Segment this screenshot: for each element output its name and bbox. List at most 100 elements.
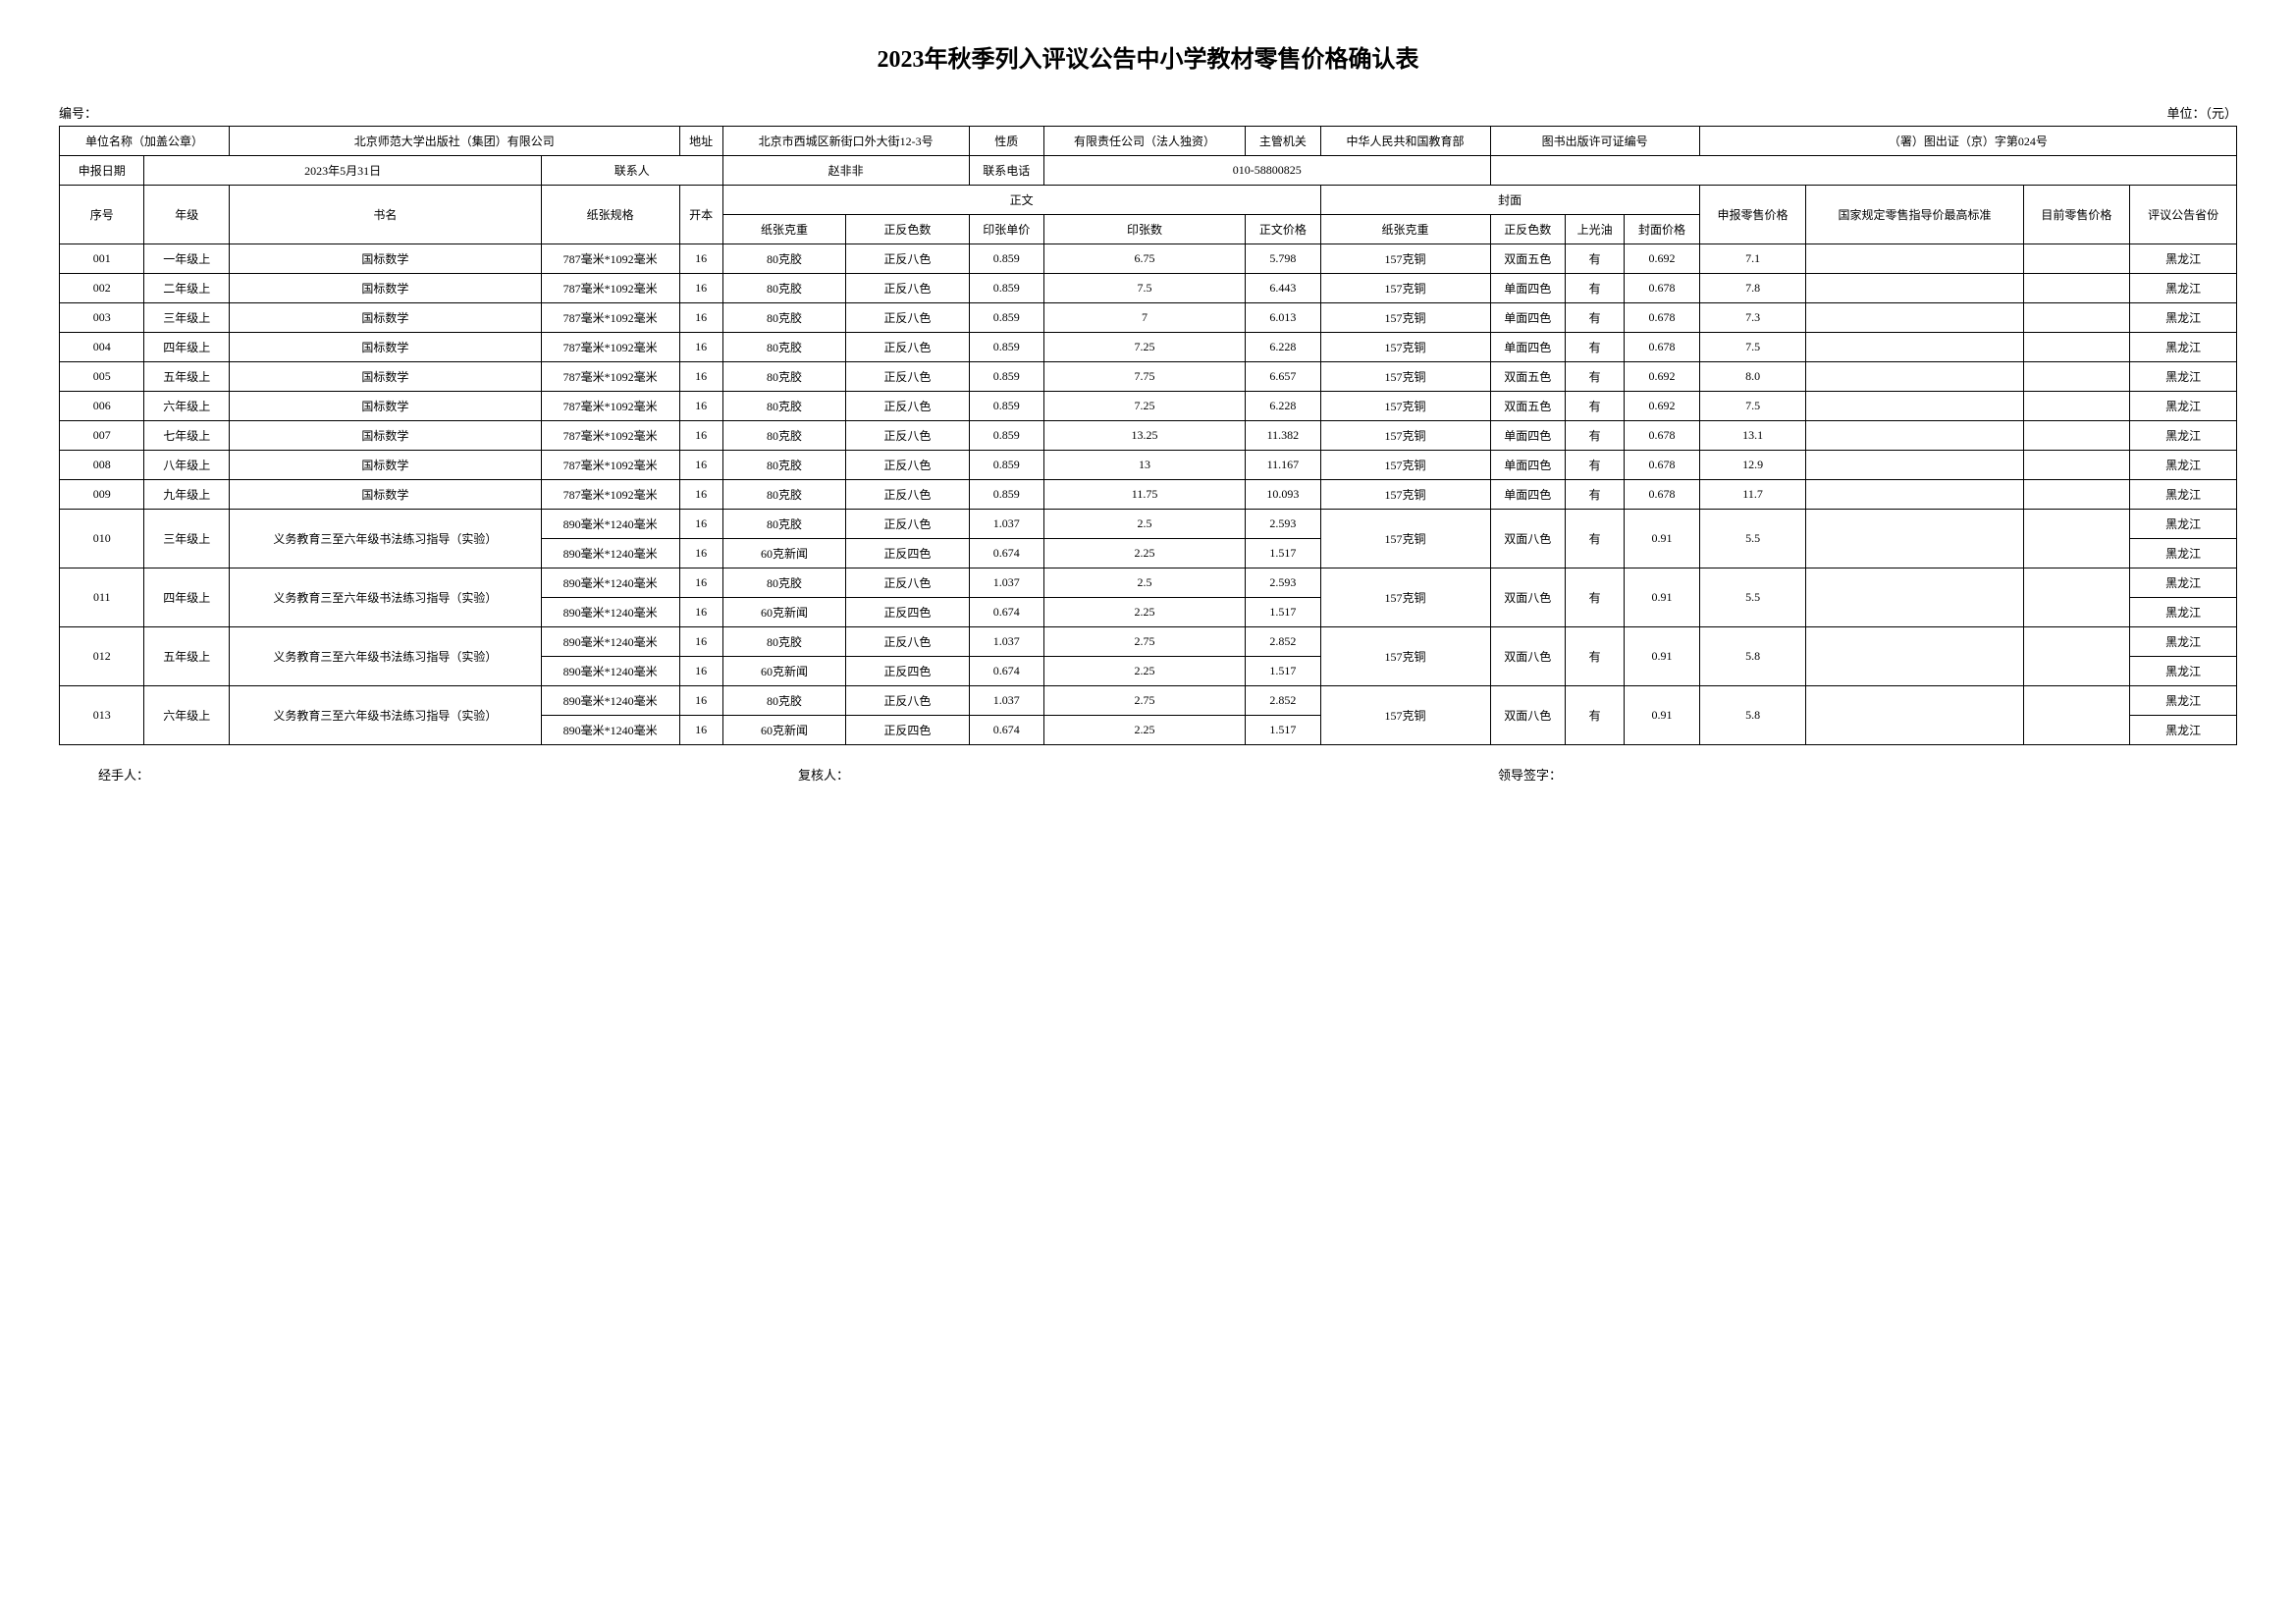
cell-count: 2.25 xyxy=(1043,539,1245,568)
cell-unit: 0.859 xyxy=(969,244,1043,274)
cell-prov: 黑龙江 xyxy=(2130,598,2237,627)
cell-spec: 890毫米*1240毫米 xyxy=(541,539,679,568)
cell-price: 2.852 xyxy=(1246,686,1320,716)
cell-glaze: 有 xyxy=(1565,274,1624,303)
cell-cp: 0.678 xyxy=(1625,421,1699,451)
cell-color: 正反四色 xyxy=(846,539,969,568)
cell-rp: 5.8 xyxy=(1699,627,1806,686)
cell-cc: 双面八色 xyxy=(1490,510,1565,568)
cell-cw: 157克铜 xyxy=(1320,568,1490,627)
cell-unit: 1.037 xyxy=(969,627,1043,657)
cell-weight: 80克胶 xyxy=(722,392,845,421)
cell-rp: 12.9 xyxy=(1699,451,1806,480)
cell-prov: 黑龙江 xyxy=(2130,362,2237,392)
table-row: 003三年级上国标数学787毫米*1092毫米1680克胶正反八色0.85976… xyxy=(60,303,2237,333)
cell-price: 10.093 xyxy=(1246,480,1320,510)
cell-price: 2.593 xyxy=(1246,568,1320,598)
cell-rp: 5.5 xyxy=(1699,510,1806,568)
cell-unit: 0.674 xyxy=(969,716,1043,745)
serial-label: 编号： xyxy=(59,103,97,122)
cell-seq: 011 xyxy=(60,568,144,627)
col-color-count: 正反色数 xyxy=(846,215,969,244)
cell-grade: 九年级上 xyxy=(144,480,230,510)
cell-count: 11.75 xyxy=(1043,480,1245,510)
cell-cc: 双面五色 xyxy=(1490,392,1565,421)
cell-cc: 单面四色 xyxy=(1490,333,1565,362)
col-sheet-price: 印张单价 xyxy=(969,215,1043,244)
cell-spec: 787毫米*1092毫米 xyxy=(541,421,679,451)
cell-prov: 黑龙江 xyxy=(2130,451,2237,480)
cell-cur xyxy=(2023,627,2130,686)
cell-spec: 890毫米*1240毫米 xyxy=(541,716,679,745)
cell-max xyxy=(1806,480,2023,510)
org-value: 北京师范大学出版社（集团）有限公司 xyxy=(229,127,679,156)
reviewer-label: 复核人： xyxy=(798,765,1498,784)
cell-cc: 单面四色 xyxy=(1490,451,1565,480)
cell-format: 16 xyxy=(679,539,722,568)
cell-unit: 0.859 xyxy=(969,333,1043,362)
cell-count: 7 xyxy=(1043,303,1245,333)
cell-max xyxy=(1806,421,2023,451)
cell-grade: 四年级上 xyxy=(144,333,230,362)
cell-rp: 7.5 xyxy=(1699,392,1806,421)
cell-cur xyxy=(2023,421,2130,451)
cell-max xyxy=(1806,686,2023,745)
table-row: 002二年级上国标数学787毫米*1092毫米1680克胶正反八色0.8597.… xyxy=(60,274,2237,303)
cell-prov: 黑龙江 xyxy=(2130,303,2237,333)
col-book: 书名 xyxy=(229,186,541,244)
cell-count: 2.75 xyxy=(1043,627,1245,657)
cell-count: 7.25 xyxy=(1043,392,1245,421)
leader-label: 领导签字： xyxy=(1498,765,2198,784)
cell-cw: 157克铜 xyxy=(1320,627,1490,686)
cell-spec: 890毫米*1240毫米 xyxy=(541,598,679,627)
cell-max xyxy=(1806,568,2023,627)
cell-cw: 157克铜 xyxy=(1320,303,1490,333)
cell-book: 义务教育三至六年级书法练习指导（实验） xyxy=(229,686,541,745)
col-seq: 序号 xyxy=(60,186,144,244)
table-row: 012五年级上义务教育三至六年级书法练习指导（实验）890毫米*1240毫米16… xyxy=(60,627,2237,657)
cell-weight: 80克胶 xyxy=(722,421,845,451)
cell-grade: 七年级上 xyxy=(144,421,230,451)
cell-format: 16 xyxy=(679,421,722,451)
cell-grade: 三年级上 xyxy=(144,303,230,333)
cell-color: 正反八色 xyxy=(846,274,969,303)
contact-label: 联系人 xyxy=(541,156,722,186)
cell-spec: 787毫米*1092毫米 xyxy=(541,244,679,274)
cell-format: 16 xyxy=(679,598,722,627)
cell-glaze: 有 xyxy=(1565,244,1624,274)
cell-prov: 黑龙江 xyxy=(2130,333,2237,362)
report-date-label: 申报日期 xyxy=(60,156,144,186)
cell-color: 正反八色 xyxy=(846,480,969,510)
cell-spec: 787毫米*1092毫米 xyxy=(541,480,679,510)
cell-format: 16 xyxy=(679,303,722,333)
cell-prov: 黑龙江 xyxy=(2130,480,2237,510)
page-title: 2023年秋季列入评议公告中小学教材零售价格确认表 xyxy=(59,39,2237,74)
cell-seq: 012 xyxy=(60,627,144,686)
cell-cc: 单面四色 xyxy=(1490,274,1565,303)
phone-label: 联系电话 xyxy=(969,156,1043,186)
cell-rp: 11.7 xyxy=(1699,480,1806,510)
col-cover-weight: 纸张克重 xyxy=(1320,215,1490,244)
contact-value: 赵非非 xyxy=(722,156,969,186)
col-sheet-count: 印张数 xyxy=(1043,215,1245,244)
col-province: 评议公告省份 xyxy=(2130,186,2237,244)
cell-weight: 60克新闻 xyxy=(722,539,845,568)
cell-format: 16 xyxy=(679,480,722,510)
cell-rp: 7.5 xyxy=(1699,333,1806,362)
cell-glaze: 有 xyxy=(1565,421,1624,451)
table-row: 006六年级上国标数学787毫米*1092毫米1680克胶正反八色0.8597.… xyxy=(60,392,2237,421)
cell-weight: 80克胶 xyxy=(722,686,845,716)
cell-color: 正反八色 xyxy=(846,244,969,274)
cell-price: 1.517 xyxy=(1246,598,1320,627)
cell-spec: 787毫米*1092毫米 xyxy=(541,451,679,480)
cell-prov: 黑龙江 xyxy=(2130,244,2237,274)
cell-unit: 0.859 xyxy=(969,303,1043,333)
cell-cw: 157克铜 xyxy=(1320,362,1490,392)
cell-spec: 787毫米*1092毫米 xyxy=(541,392,679,421)
cell-spec: 890毫米*1240毫米 xyxy=(541,627,679,657)
col-grade: 年级 xyxy=(144,186,230,244)
cell-color: 正反八色 xyxy=(846,451,969,480)
cell-format: 16 xyxy=(679,333,722,362)
cell-cp: 0.678 xyxy=(1625,333,1699,362)
cell-color: 正反八色 xyxy=(846,627,969,657)
